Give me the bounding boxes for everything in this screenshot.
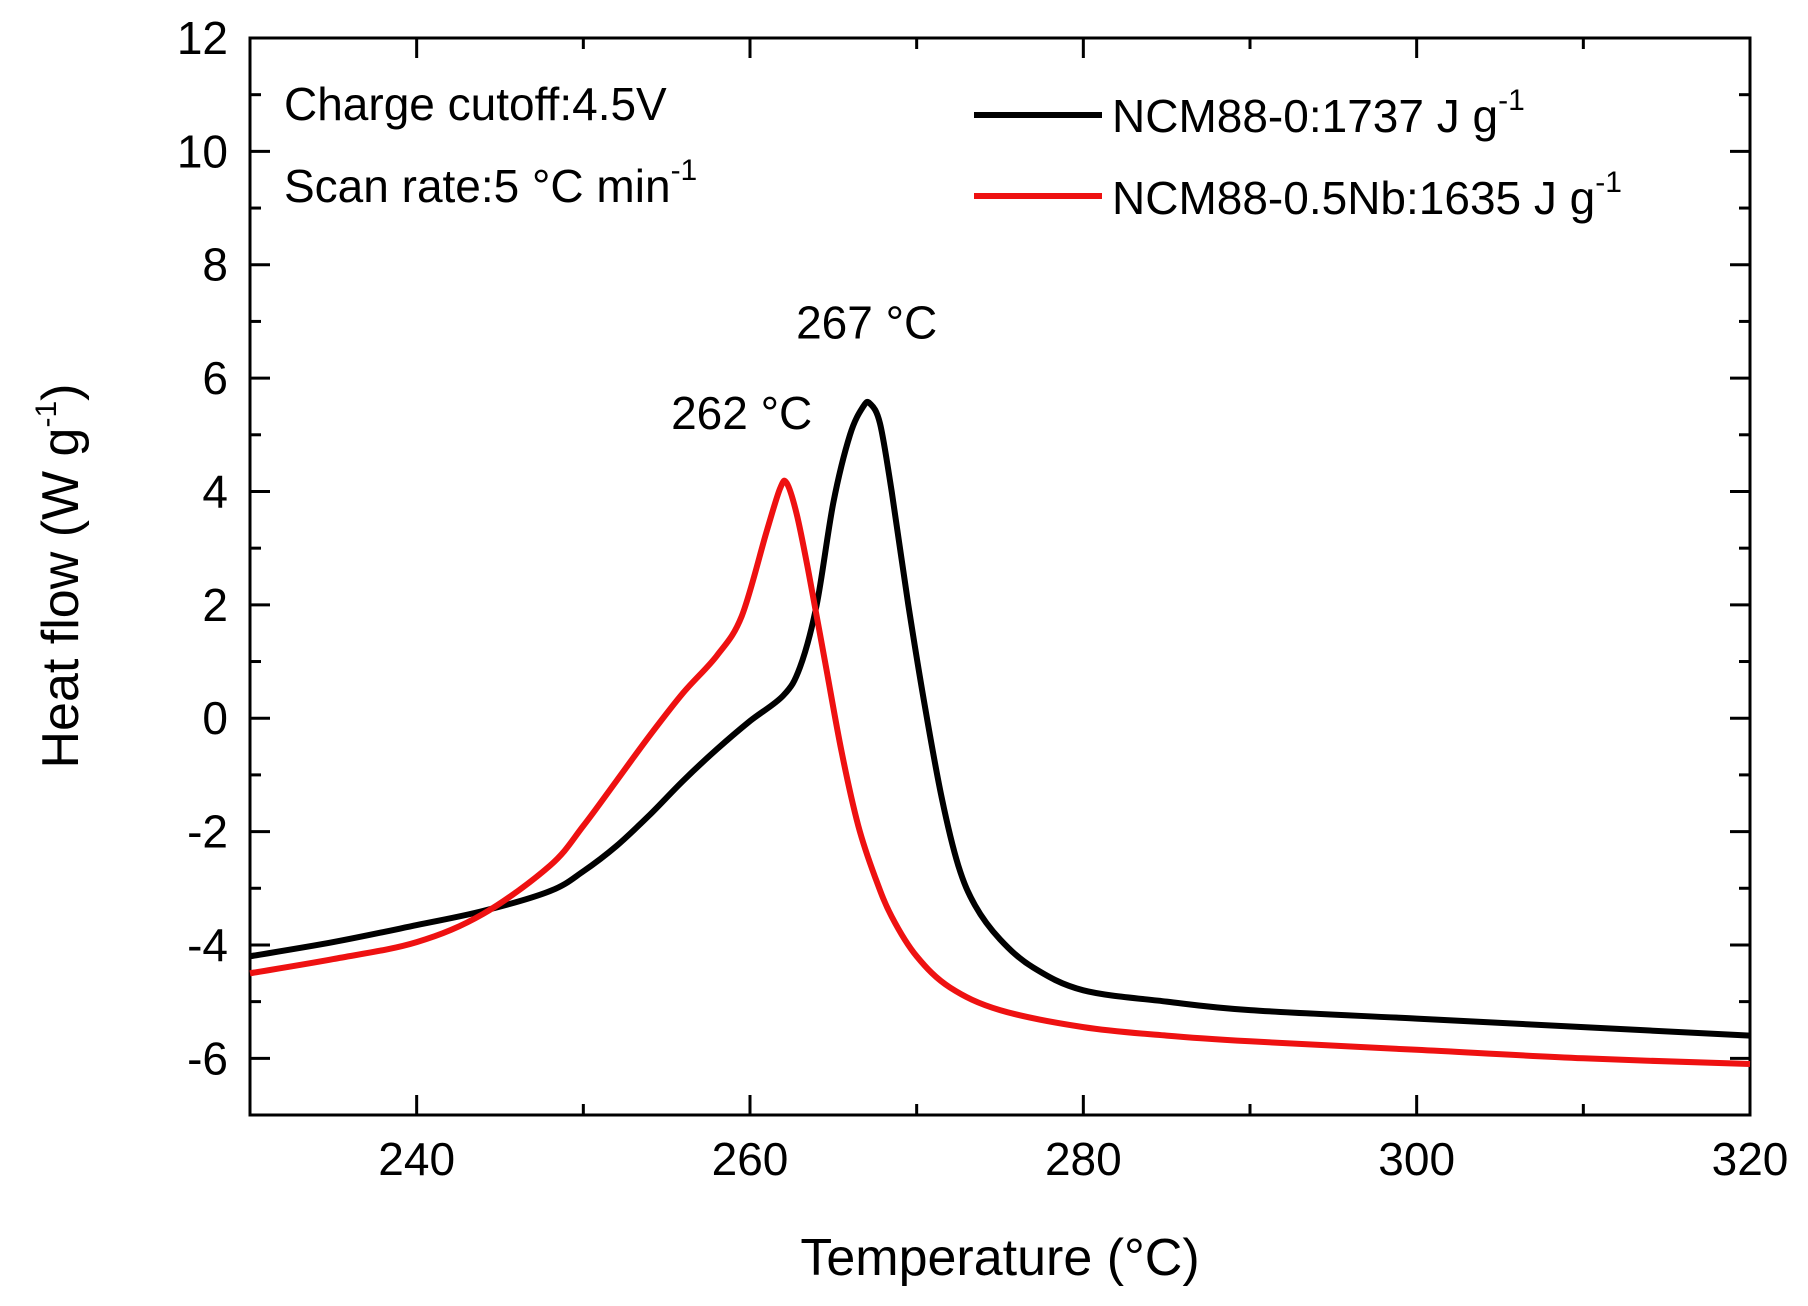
x-tick-label: 300 — [1378, 1133, 1455, 1185]
legend: NCM88-0:1737 J g-1 NCM88-0.5Nb:1635 J g-… — [974, 84, 1622, 224]
scan-rate-sup: -1 — [671, 154, 698, 187]
y-tick-label: 12 — [177, 12, 228, 64]
peak-label-262: 262 °C — [671, 387, 812, 439]
plot-frame — [248, 36, 1752, 1117]
legend-label-ncm88-05nb: NCM88-0.5Nb:1635 J g-1 — [1112, 166, 1622, 224]
y-axis-title-close: ) — [32, 384, 90, 401]
y-tick-label: 0 — [202, 692, 228, 744]
condition-scan-rate: Scan rate:5 °C min-1 — [284, 154, 697, 212]
series-line-ncm88-05nb — [249, 477, 1751, 1067]
axis-tick-labels: 240 260 280 300 320 -6 -4 -2 0 2 4 6 8 10 12 — [177, 12, 1789, 1185]
y-tick-label: -6 — [187, 1032, 228, 1084]
x-tick-label: 260 — [712, 1133, 789, 1185]
y-tick-label: 2 — [202, 579, 228, 631]
y-tick-label: 10 — [177, 125, 228, 177]
y-axis-title-main: Heat flow (W g — [32, 428, 90, 769]
x-tick-label: 280 — [1045, 1133, 1122, 1185]
series-lines — [249, 398, 1751, 1067]
y-tick-label: -4 — [187, 919, 228, 971]
legend-label-ncm88-0: NCM88-0:1737 J g-1 — [1112, 84, 1525, 142]
y-axis-title: Heat flow (W g-1) — [30, 384, 90, 769]
x-axis-title: Temperature (°C) — [800, 1229, 1199, 1287]
y-tick-label: 4 — [202, 465, 228, 517]
peak-label-267: 267 °C — [796, 296, 937, 348]
x-tick-label: 240 — [378, 1133, 455, 1185]
y-tick-label: 6 — [202, 352, 228, 404]
y-tick-label: 8 — [202, 239, 228, 291]
scan-rate-main: Scan rate:5 °C min — [284, 160, 671, 212]
series-line-ncm88-0 — [249, 398, 1751, 1039]
y-axis-title-sup: -1 — [30, 401, 63, 428]
peak-annotations: 267 °C 262 °C — [671, 296, 937, 439]
condition-cutoff: Charge cutoff:4.5V — [284, 78, 667, 130]
axis-ticks — [248, 36, 1752, 1117]
y-tick-label: -2 — [187, 806, 228, 858]
x-tick-label: 320 — [1712, 1133, 1789, 1185]
